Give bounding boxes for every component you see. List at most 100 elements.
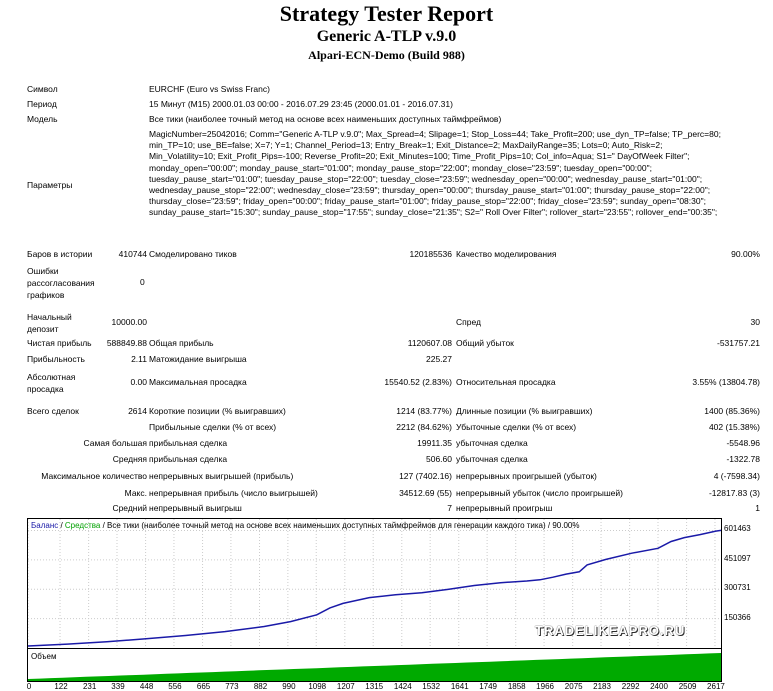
gross-profit-value: 1120607.08 [407,338,452,348]
avgcons-label: Средний [112,503,147,513]
x-tick-label: 1966 [536,682,554,691]
quality-label: Качество моделирования [456,249,557,259]
report-title: Strategy Tester Report [279,1,494,26]
rel-dd-value: 3.55% (13804.78) [692,377,760,387]
largest-profit-value: 19911.35 [417,438,452,448]
period-label: Период [27,99,57,109]
y-tick-label: 300731 [724,583,751,593]
x-tick-label: 231 [82,682,97,691]
largest-loss-value: -5548.96 [726,438,760,448]
server-name: Alpari-ECN-Demo (Build 988) [308,48,465,62]
quality-value: 90.00% [731,249,760,259]
x-tick-label: 1424 [393,682,412,691]
spread-value: 30 [750,317,760,327]
total-label: Всего сделок [27,406,79,416]
gross-loss-label: Общий убыток [456,338,514,348]
abs-dd-value: 0.00 [130,377,147,387]
x-tick-label: 556 [168,682,182,691]
payoff-value: 225.27 [426,354,452,364]
profit-trades-label: Прибыльные сделки (% от всех) [149,422,277,432]
average-label: Средняя [112,454,147,464]
largest-profit-label: прибыльная сделка [149,438,228,448]
avg-loss-label: убыточная сделка [456,454,528,464]
errors-value: 0 [140,277,145,287]
x-tick-label: 1641 [450,682,469,691]
x-tick-label: 1858 [507,682,526,691]
rel-dd-label: Относительная просадка [456,377,556,387]
x-tick-label: 773 [225,682,239,691]
x-tick-label: 665 [196,682,211,691]
maxcons-loss-value: 4 (-7598.34) [713,471,760,481]
ticks-value: 120185536 [409,249,452,259]
balance-chart-svg [27,519,722,648]
volume-chart-svg [28,653,721,681]
pf-value: 2.11 [131,354,147,364]
abs-dd-label: Абсолютная просадка [27,372,76,394]
model-value: Все тики (наиболее точный метод на основ… [149,114,502,124]
volume-area [28,653,721,681]
x-tick-label: 2075 [564,682,583,691]
deposit-value: 10000.00 [111,317,147,327]
x-tick-label: 1749 [479,682,498,691]
avgcons-win-label: непрерывный выигрыш [149,503,242,513]
params-value: MagicNumber=25042016; Comm="Generic A-TL… [149,129,721,218]
max-dd-value: 15540.52 (2.83%) [384,377,452,387]
legend-separator-1: / [58,521,65,530]
maxcons-loss-label: непрерывных проигрышей (убыток) [456,471,597,481]
symbol-value: EURCHF (Euro vs Swiss Franc) [149,84,270,94]
watermark: TRADELIKEAPRO.RU [535,623,686,638]
x-tick-label: 2400 [650,682,668,691]
avgcons-loss-value: 1 [755,503,760,513]
largest-label: Самая большая [83,438,147,448]
chart-legend: Баланс / Средства / Все тики (наиболее т… [31,520,579,531]
maxcons-label: Максимальное количество [41,471,147,481]
x-tick-label: 0 [26,682,32,691]
legend-separator-2: / [100,521,108,530]
long-label: Длинные позиции (% выигравших) [456,406,593,416]
maxamt-loss-value: -12817.83 (3) [708,488,760,498]
avgcons-win-value: 7 [447,503,452,513]
deposit-label: Начальный депозит [27,312,72,334]
x-tick-label: 1207 [336,682,355,691]
params-label: Параметры [27,180,73,190]
maxamt-win-label: непрерывная прибыль (число выигрышей) [149,488,318,498]
volume-label: Объем [31,652,57,661]
short-label: Короткие позиции (% выигравших) [149,406,286,416]
y-tick-label: 150366 [724,612,751,622]
gross-loss-value: -531757.21 [716,338,760,348]
x-tick-label: 1315 [365,682,384,691]
symbol-label: Символ [27,84,58,94]
net-label: Чистая прибыль [27,338,92,348]
gross-profit-label: Общая прибыль [149,338,214,348]
x-tick-label: 339 [111,682,125,691]
x-tick-label: 1532 [422,682,441,691]
volume-chart: Объем [27,648,722,682]
period-value: 15 Минут (M15) 2000.01.03 00:00 - 2016.0… [149,99,453,109]
x-tick-label: 2292 [621,682,640,691]
model-label: Модель [27,114,58,124]
x-tick-label: 882 [253,682,268,691]
legend-balance: Баланс [31,521,59,530]
avg-loss-value: -1322.78 [726,454,760,464]
y-tick-label: 601463 [724,524,751,534]
net-value: 588849.88 [106,338,147,348]
ea-name: Generic A-TLP v.9.0 [316,28,457,45]
loss-trades-value: 402 (15.38%) [708,422,760,432]
x-tick-label: 2617 [707,682,725,691]
largest-loss-label: убыточная сделка [456,438,528,448]
y-tick-label: 451097 [724,553,751,563]
ticks-label: Смоделировано тиков [149,249,237,259]
x-tick-label: 122 [54,682,68,691]
maxamt-loss-label: непрерывный убыток (число проигрышей) [456,488,623,498]
loss-trades-label: Убыточные сделки (% от всех) [456,422,577,432]
total-value: 2614 [128,406,147,416]
legend-equity: Средства [64,521,101,530]
x-tick-label: 2509 [678,682,697,691]
balance-series-line [27,529,722,647]
avgcons-loss-label: непрерывный проигрыш [456,503,553,513]
legend-rest: Все тики (наиболее точный метод на основ… [107,521,580,530]
x-tick-label: 990 [282,682,296,691]
maxamt-win-value: 34512.69 (55) [399,488,452,498]
pf-label: Прибыльность [27,354,85,364]
payoff-label: Матожидание выигрыша [149,354,247,364]
